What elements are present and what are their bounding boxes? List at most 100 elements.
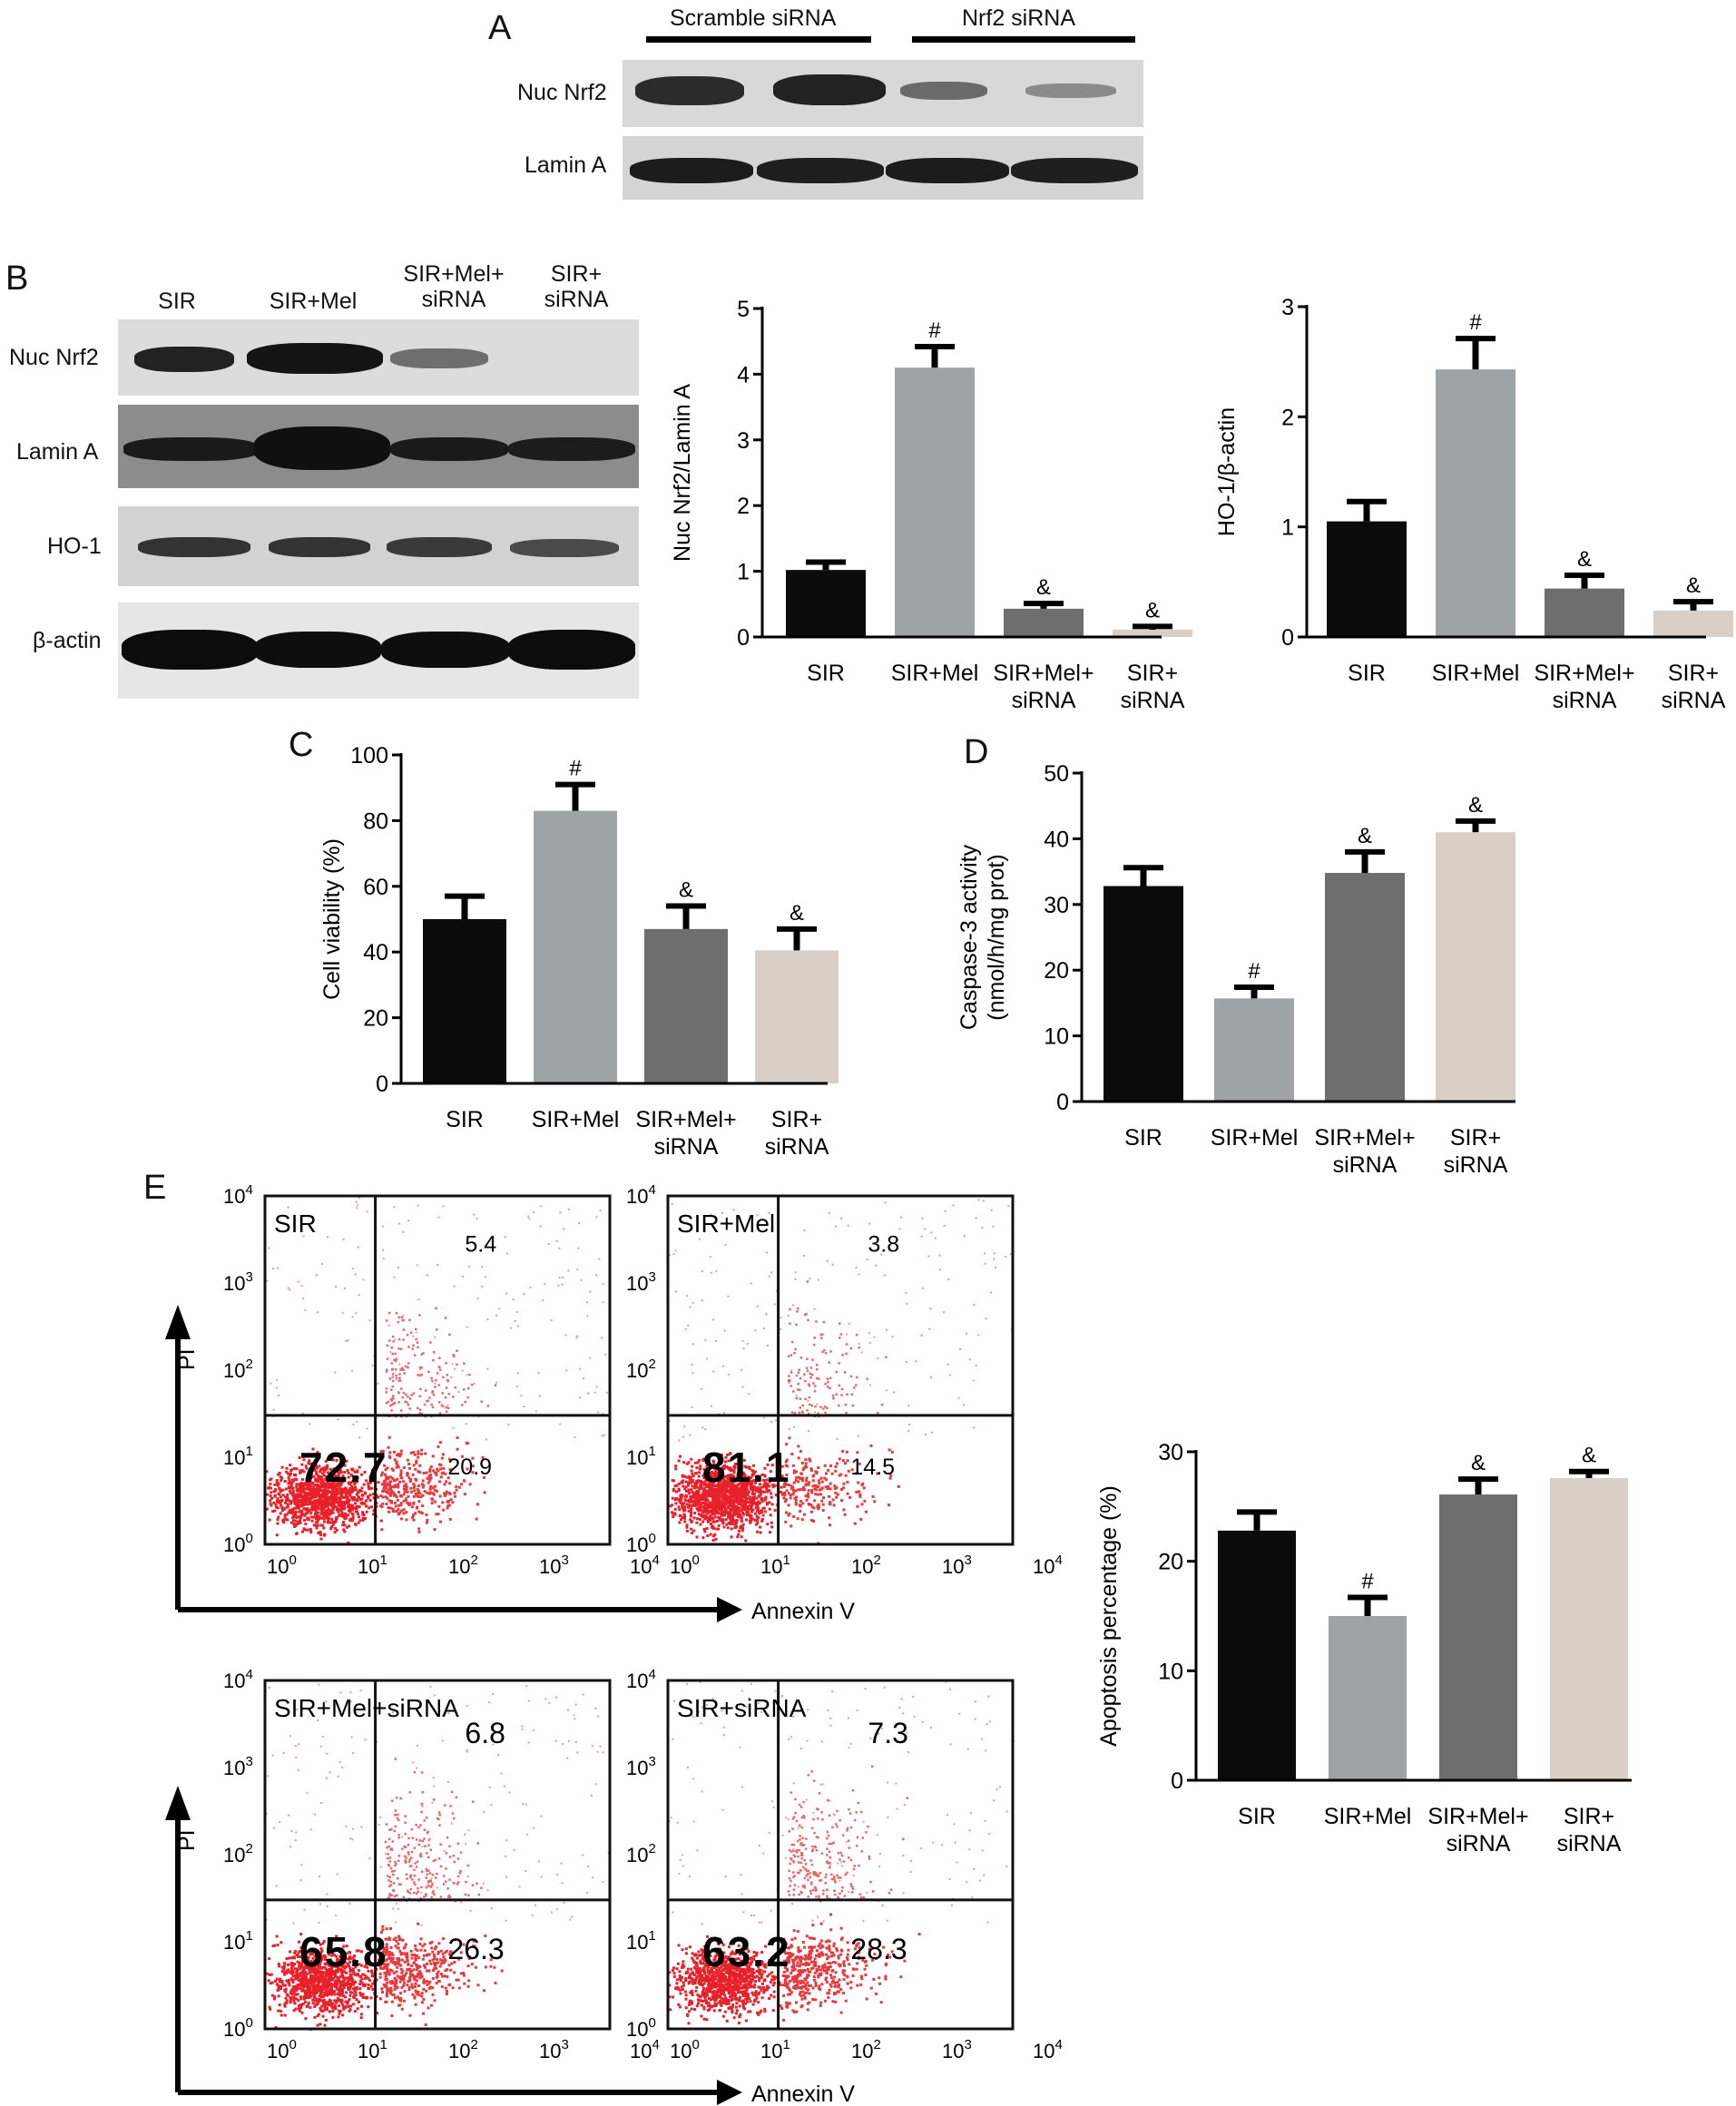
caspase-y-tick-label-2: 20 — [1044, 958, 1069, 984]
flow-xtick-0-3: 103 — [539, 1553, 569, 1578]
caspase-bar-2 — [1325, 873, 1405, 1102]
viability-bar-1 — [534, 810, 617, 1083]
flow-cytometry-panel: SIR 72.7 20.9 5.4 100 100 101 101 102 102 103 103 10… — [165, 1182, 1063, 2106]
ho1-category-label-1: SIR+Mel — [1432, 661, 1520, 686]
flow-xtick-1-4: 104 — [1033, 1553, 1063, 1578]
flow-ytick-3-4: 104 — [626, 1667, 656, 1692]
nrf2-ylabel-group: Nuc Nrf2/Lamin A — [670, 384, 695, 562]
viability-ylabel-group: Cell viability (%) — [319, 838, 345, 1000]
flow-pi-arrow-1 — [165, 1786, 191, 1820]
flow-xtick-1-0: 100 — [670, 1553, 700, 1578]
flow-plot-frame-0 — [263, 1194, 612, 1546]
nrf2-y-tick-label-0: 0 — [737, 625, 750, 651]
caspase-category-label-3: SIR+ siRNA — [1444, 1125, 1508, 1178]
ho1-category-label-3: SIR+ siRNA — [1662, 661, 1726, 713]
caspase-sig-mark-3: & — [1468, 793, 1483, 818]
blot-b-row-nuc-nrf2: Nuc Nrf2 — [9, 345, 99, 370]
flow-ylabel-0: PI — [174, 1348, 200, 1370]
flow-xtick-2-4: 104 — [630, 2037, 660, 2062]
nrf2-category-label-3: SIR+ siRNA — [1121, 661, 1185, 713]
ho1-y-tick-label-0: 0 — [1281, 625, 1294, 651]
caspase-y-tick-label-0: 0 — [1056, 1090, 1069, 1115]
caspase-y-tick-label-5: 50 — [1044, 761, 1069, 787]
blot-b-nuc-nrf2 — [118, 319, 639, 396]
flow-xtick-1-3: 103 — [942, 1553, 972, 1578]
caspase-y-tick-label-3: 30 — [1044, 893, 1069, 918]
flow-dots-2 — [265, 1683, 612, 2031]
flow-plot-title-2: SIR+Mel+siRNA — [274, 1694, 459, 1722]
flow-q-live-0: 72.7 — [299, 1444, 388, 1491]
blot-b-lane-sir-mel: SIR+Mel — [269, 289, 358, 314]
flow-plot-frame-1 — [666, 1194, 1015, 1546]
viability-sig-mark-2: & — [679, 878, 693, 903]
caspase-sig-mark-2: & — [1358, 824, 1372, 848]
flow-q-live-1: 81.1 — [702, 1444, 791, 1491]
blot-a-row-nuc-nrf2: Nuc Nrf2 — [517, 80, 607, 105]
ho1-sig-mark-2: & — [1577, 547, 1592, 572]
flow-xtick-2-3: 103 — [539, 2037, 569, 2062]
nrf2-sig-mark-2: & — [1036, 575, 1051, 600]
apoptosis-bar-2 — [1439, 1494, 1517, 1780]
flow-plot-title-1: SIR+Mel — [677, 1210, 775, 1238]
flow-xtick-3-4: 104 — [1033, 2037, 1063, 2062]
apoptosis-bar-1 — [1329, 1616, 1407, 1780]
ho1-ylabel-group: HO-1/β-actin — [1214, 407, 1240, 536]
flow-xtick-0-0: 100 — [267, 1553, 297, 1578]
blot-b-row-beta-actin: β-actin — [33, 628, 102, 653]
flow-ytick-2-1: 101 — [223, 1928, 253, 1954]
ho1-category-label-2: SIR+Mel+ siRNA — [1534, 661, 1634, 713]
viability-y-tick-label-5: 100 — [350, 743, 388, 769]
flow-plot-title-3: SIR+siRNA — [677, 1694, 807, 1722]
nrf2-ylabel: Nuc Nrf2/Lamin A — [670, 384, 695, 562]
flow-ytick-2-3: 103 — [223, 1754, 253, 1779]
flow-xtick-2-1: 101 — [358, 2037, 387, 2062]
blot-b-row-ho-1: HO-1 — [47, 534, 102, 559]
flow-xtick-2-0: 100 — [267, 2037, 297, 2062]
caspase-bar-chart: SIR # SIR+Mel & SIR+Mel+ siRNA & SIR+ siRNA 0 10 20… — [956, 761, 1515, 1178]
nrf2-bar-3 — [1113, 630, 1192, 637]
nrf2-bar-2 — [1004, 608, 1084, 637]
nrf2-y-tick-label-3: 3 — [737, 428, 750, 454]
apoptosis-ylabel-group: Apoptosis percentage (%) — [1096, 1485, 1122, 1747]
flow-ytick-3-0: 100 — [626, 2015, 656, 2041]
nrf2-bar-0 — [786, 570, 866, 637]
blot-b-lamin-a — [118, 405, 639, 488]
flow-q-live-3: 63.2 — [702, 1928, 791, 1975]
flow-xtick-1-1: 101 — [760, 1553, 790, 1578]
blot-a-group-scramble: Scramble siRNA — [670, 5, 837, 31]
ho1-y-tick-label-3: 3 — [1281, 295, 1294, 320]
flow-ytick-3-3: 103 — [626, 1754, 656, 1779]
viability-y-tick-label-0: 0 — [376, 1072, 388, 1097]
panel-letter-c: C — [289, 726, 314, 764]
nrf2-sig-mark-3: & — [1145, 598, 1160, 622]
viability-category-label-0: SIR — [446, 1107, 484, 1132]
caspase-ylabel-group: Caspase-3 activity(nmol/h/mg prot) — [956, 844, 1009, 1030]
blot-a-lamin-a — [623, 136, 1143, 200]
flow-xtick-0-1: 101 — [358, 1553, 387, 1578]
viability-sig-mark-3: & — [790, 901, 804, 926]
apoptosis-bar-chart: SIR # SIR+Mel & SIR+Mel+ siRNA & SIR+ siRNA 0 10 20… — [1096, 1440, 1632, 1856]
nrf2-category-label-0: SIR — [807, 661, 845, 686]
caspase-y-tick-label-4: 40 — [1044, 827, 1069, 852]
nrf2-sig-mark-1: # — [928, 318, 941, 343]
ho1-ylabel: HO-1/β-actin — [1214, 407, 1240, 536]
blot-a-nuc-nrf2 — [623, 60, 1143, 127]
caspase-bar-3 — [1436, 832, 1515, 1102]
viability-y-tick-label-3: 60 — [363, 875, 388, 900]
apoptosis-category-label-3: SIR+ siRNA — [1557, 1804, 1622, 1856]
viability-sig-mark-1: # — [569, 757, 582, 781]
flow-ytick-2-2: 102 — [223, 1841, 253, 1866]
flow-xtick-3-0: 100 — [670, 2037, 700, 2062]
nrf2-category-label-2: SIR+Mel+ siRNA — [993, 661, 1094, 713]
caspase-category-label-0: SIR — [1124, 1125, 1162, 1151]
flow-xtick-0-2: 102 — [448, 1553, 478, 1578]
viability-category-label-1: SIR+Mel — [532, 1107, 620, 1132]
apoptosis-y-tick-label-3: 30 — [1158, 1440, 1183, 1465]
flow-ytick-0-2: 102 — [223, 1357, 253, 1382]
flow-annexin-arrow-1 — [717, 2080, 742, 2105]
flow-annexin-arrow-0 — [717, 1597, 742, 1622]
ho1-y-tick-label-1: 1 — [1281, 515, 1294, 541]
blot-b-lane-sir-sirna: SIR+ siRNA — [544, 261, 609, 312]
blot-a-group-nrf2: Nrf2 siRNA — [962, 5, 1076, 31]
flow-ytick-2-0: 100 — [223, 2015, 253, 2041]
